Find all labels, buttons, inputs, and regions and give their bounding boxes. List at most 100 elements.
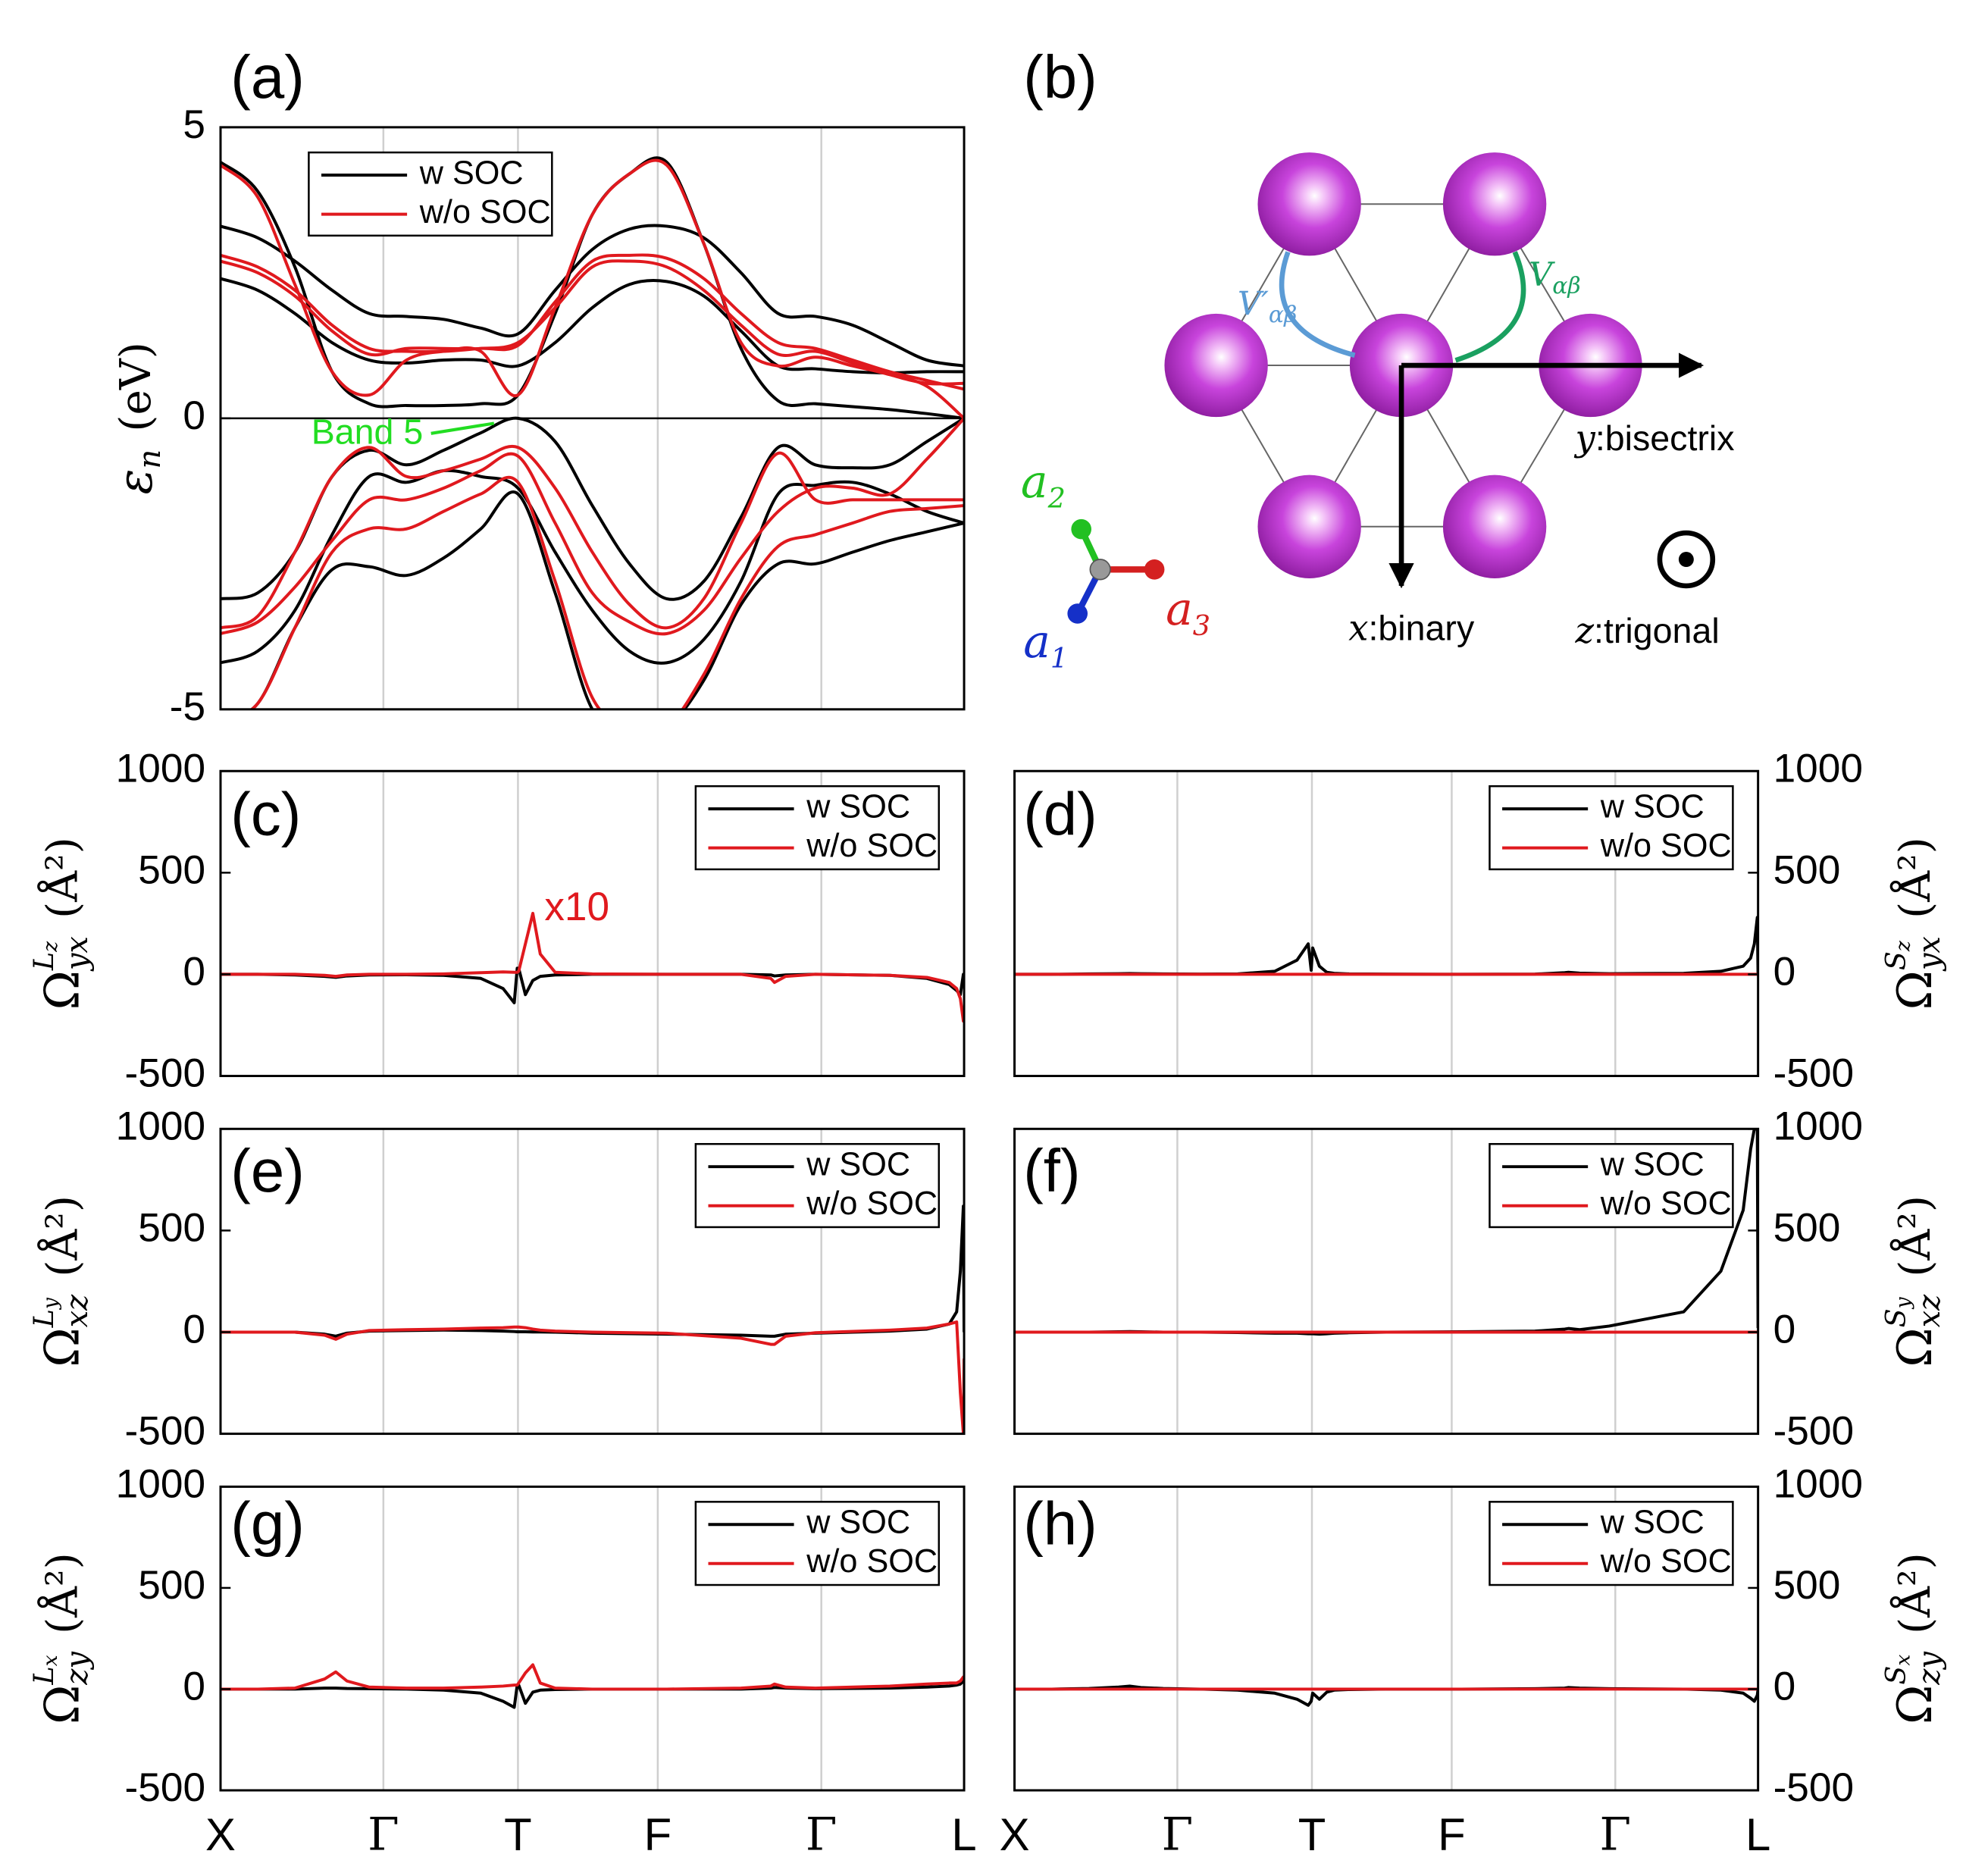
legend-box xyxy=(694,1143,941,1229)
y-axis-label: ΩSxzy (Å²) xyxy=(1880,1552,1947,1724)
atom xyxy=(1442,474,1547,578)
series-line xyxy=(220,277,965,374)
label-unit: (Å²) xyxy=(1889,1195,1939,1277)
vector-sub: 3 xyxy=(1193,609,1210,641)
series-line xyxy=(1014,916,1758,976)
x-tick-label: X xyxy=(1000,1809,1030,1860)
y-tick-label: 500 xyxy=(1773,847,1841,892)
vector-sub: 1 xyxy=(1050,641,1068,674)
label-sup-sub: x xyxy=(1892,1655,1915,1666)
legend-label: w/o SOC xyxy=(806,828,938,864)
y-tick-label: 0 xyxy=(183,1308,205,1352)
z-axis-caption: z:trigonal xyxy=(1575,610,1720,651)
y-tick-label: -500 xyxy=(1773,1051,1854,1096)
label-sup: S xyxy=(1880,951,1912,970)
vector-head xyxy=(1067,603,1088,624)
vector-head xyxy=(1144,559,1165,580)
x-tick-label: Γ xyxy=(1600,1809,1632,1862)
atom xyxy=(1442,152,1547,256)
y-tick-label: 0 xyxy=(183,1664,205,1708)
plot-frame xyxy=(219,1127,966,1436)
series-line xyxy=(220,911,965,1023)
y-tick-label: 0 xyxy=(1773,949,1796,994)
x-tick-label: L xyxy=(951,1809,976,1860)
label-sup: S xyxy=(1880,1308,1912,1327)
y-tick-label: -500 xyxy=(1773,1409,1854,1454)
y-axis-label: ΩSzyx (Å²) xyxy=(1880,837,1947,1010)
series-line xyxy=(249,490,965,709)
legend-box xyxy=(308,151,553,237)
atom xyxy=(1257,152,1361,256)
legend-label: w SOC xyxy=(1600,789,1705,825)
series-line xyxy=(220,1663,965,1691)
bond-sub: αβ xyxy=(1552,273,1581,299)
x-tick-label: Γ xyxy=(1162,1809,1194,1862)
label-unit: (Å²) xyxy=(36,1195,87,1277)
legend-label: w/o SOC xyxy=(806,1543,938,1580)
label-symbol: Ω xyxy=(33,1327,89,1367)
y-tick-label: -500 xyxy=(125,1409,205,1454)
plot-frame xyxy=(219,1485,966,1792)
panel-label: (g) xyxy=(230,1489,305,1557)
series-line xyxy=(220,1677,965,1709)
label-sup-sub: y xyxy=(39,1297,62,1310)
bond-sub: αβ xyxy=(1269,302,1298,328)
label-symbol: ε xyxy=(106,469,162,495)
x-axis-caption: x:binary xyxy=(1348,608,1475,649)
y-tick-label: 5 xyxy=(183,102,205,147)
axis-var: y xyxy=(1574,418,1596,459)
label-sub: yx xyxy=(60,936,95,972)
vector-label: a3 xyxy=(1166,582,1210,641)
panel-label: (f) xyxy=(1023,1137,1080,1204)
series-line xyxy=(220,158,965,420)
bond-arc xyxy=(1454,251,1526,363)
legend-label: w SOC xyxy=(806,1505,910,1541)
x-tick-label: Γ xyxy=(368,1809,399,1862)
label-sup-sub: z xyxy=(1892,940,1915,952)
x-tick-label: L xyxy=(1745,1809,1770,1860)
lattice-diagram: (b) y:bisectrix x:binary z:trigonal V′αβ… xyxy=(1021,43,1735,674)
plot-frame xyxy=(1013,1485,1760,1792)
label-sup: L xyxy=(27,1666,59,1685)
x-tick-label: F xyxy=(1438,1809,1466,1860)
origin-ball xyxy=(1089,559,1111,581)
axis-name: :binary xyxy=(1368,609,1474,648)
x-tick-label: X xyxy=(205,1809,236,1860)
label-unit: (eV) xyxy=(111,342,160,431)
y-tick-label: 500 xyxy=(138,1205,205,1250)
label-unit: (Å²) xyxy=(1889,837,1939,919)
label-sub: xz xyxy=(1912,1294,1947,1327)
y-tick-label: 1000 xyxy=(116,1461,205,1506)
legend-label: w/o SOC xyxy=(1600,1543,1732,1580)
label-sub: zy xyxy=(60,1652,95,1686)
label-sup: L xyxy=(27,952,59,971)
x-tick-label: T xyxy=(1298,1809,1326,1860)
label-symbol: Ω xyxy=(33,1685,89,1724)
x-tick-label: Γ xyxy=(806,1809,837,1862)
y-tick-label: 500 xyxy=(1773,1205,1841,1250)
bond-label: Vαβ xyxy=(1529,256,1581,299)
label-sup: L xyxy=(27,1309,59,1328)
atom xyxy=(1257,474,1361,578)
legend-label: w/o SOC xyxy=(419,194,551,230)
label-symbol: Ω xyxy=(1886,1685,1942,1724)
label-sup: S xyxy=(1880,1666,1912,1685)
legend-label: w SOC xyxy=(806,1147,910,1183)
series-line xyxy=(220,224,965,368)
y-axis-label: ΩLzyx (Å²) xyxy=(27,837,94,1010)
legend-box xyxy=(1489,785,1734,871)
annotation: x10 xyxy=(544,885,609,929)
bond-arc xyxy=(1279,251,1356,358)
panel-label: (d) xyxy=(1023,781,1097,848)
y-axis-label: ΩLxzy (Å²) xyxy=(27,1552,94,1724)
y-axis-label: ΩSyxz (Å²) xyxy=(1880,1195,1947,1367)
series-line xyxy=(220,253,965,391)
label-symbol: Ω xyxy=(1886,970,1942,1010)
y-tick-label: -500 xyxy=(125,1051,205,1096)
